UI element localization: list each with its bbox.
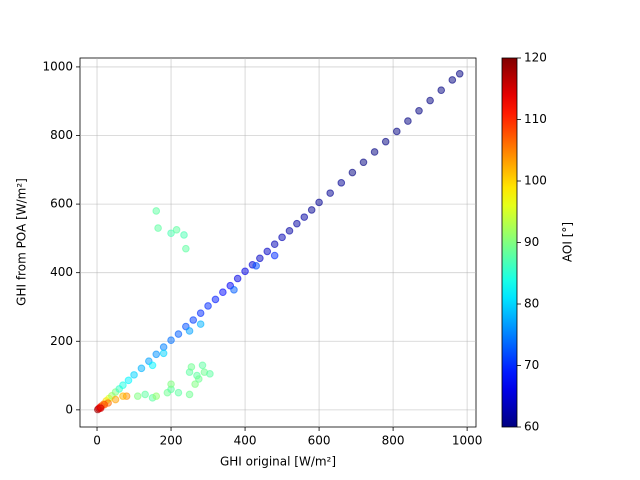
point [455,69,464,78]
point [196,320,205,328]
point [252,262,260,270]
point [191,380,199,388]
point [187,363,196,371]
point [182,244,190,253]
point [159,349,168,358]
colorbar-tick-label: 80 [524,297,539,311]
point [256,254,264,263]
point [233,274,242,283]
point [426,96,434,105]
point [211,295,220,304]
point [119,381,127,389]
x-tick-label: 600 [308,434,331,448]
point [148,361,157,370]
point [137,364,146,373]
point [381,137,390,146]
point [189,316,198,324]
point [437,86,446,95]
point [154,224,162,232]
point [206,370,214,378]
point [263,247,272,256]
point [415,107,423,115]
point [337,179,346,187]
y-tick-label: 400 [50,265,73,279]
point [180,231,188,239]
point [174,330,183,338]
point [300,213,309,221]
y-tick-label: 200 [50,334,73,348]
point [167,229,175,238]
point [204,302,212,310]
point [270,240,279,249]
x-tick-label: 1000 [452,434,483,448]
colorbar-label: AOI [°] [561,222,575,262]
point [167,336,175,345]
point [152,350,161,359]
point [185,327,194,335]
point [133,392,142,400]
point [152,207,161,215]
point [198,361,207,370]
point [167,380,175,388]
point [315,198,323,207]
x-tick-label: 0 [93,434,101,448]
point [152,392,161,400]
colorbar-tick-label: 100 [524,174,547,188]
point [196,309,205,317]
plot-frame [79,57,477,428]
point [172,226,181,234]
y-axis-label: GHI from POA [W/m²] [15,178,29,306]
point [359,158,368,167]
point [285,227,294,235]
point [219,288,227,297]
point [307,206,316,214]
point [293,219,301,228]
point [370,148,379,156]
x-tick-label: 800 [382,434,405,448]
point [241,267,249,276]
point [348,168,357,177]
x-axis-label: GHI original [W/m²] [220,455,336,469]
y-tick-label: 1000 [42,59,73,73]
point [195,375,203,383]
colorbar-tick-label: 110 [524,112,547,126]
colorbar-tick-label: 60 [524,420,539,434]
colorbar-tick-label: 70 [524,358,539,372]
point [404,117,412,125]
x-tick-label: 200 [160,434,183,448]
y-tick-label: 0 [65,402,73,416]
point [119,392,127,400]
point [230,286,238,294]
colorbar-tick-label: 90 [524,235,539,249]
colorbar [501,57,518,428]
y-tick-label: 600 [50,197,73,211]
point [111,395,120,404]
point [326,189,334,197]
point [448,76,457,84]
point [185,390,194,399]
point [159,343,168,351]
y-tick-label: 800 [50,128,73,142]
x-tick-label: 400 [234,434,257,448]
point [270,251,279,260]
colorbar-tick-label: 120 [524,51,547,65]
point [96,404,105,412]
point [130,371,138,379]
point [141,390,149,399]
point [174,388,183,397]
point [278,233,286,242]
point [124,376,133,385]
point [393,127,401,136]
